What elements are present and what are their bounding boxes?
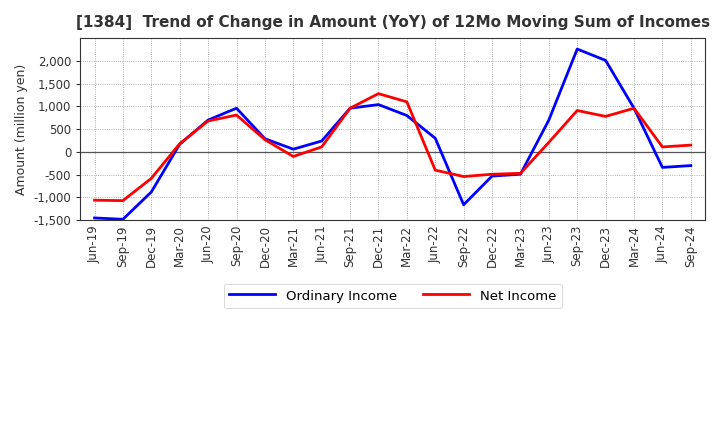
Net Income (289, 154, 297, 159)
Ordinary Income (686, 163, 695, 168)
Ordinary Income (374, 102, 383, 107)
Ordinary Income (516, 172, 525, 177)
Ordinary Income (402, 113, 411, 118)
Ordinary Income (658, 165, 667, 170)
Line: Net Income: Net Income (94, 94, 690, 201)
Net Income (459, 174, 468, 179)
Ordinary Income (147, 189, 156, 194)
Net Income (658, 144, 667, 150)
Net Income (90, 198, 99, 203)
Net Income (573, 108, 582, 113)
Net Income (487, 172, 496, 177)
Ordinary Income (204, 117, 212, 123)
Net Income (374, 91, 383, 96)
Net Income (204, 118, 212, 124)
Net Income (119, 198, 127, 203)
Title: [1384]  Trend of Change in Amount (YoY) of 12Mo Moving Sum of Incomes: [1384] Trend of Change in Amount (YoY) o… (76, 15, 710, 30)
Net Income (232, 112, 240, 117)
Ordinary Income (119, 216, 127, 222)
Legend: Ordinary Income, Net Income: Ordinary Income, Net Income (224, 283, 562, 308)
Net Income (261, 137, 269, 142)
Net Income (431, 168, 440, 173)
Ordinary Income (232, 106, 240, 111)
Ordinary Income (176, 142, 184, 147)
Net Income (402, 99, 411, 104)
Net Income (147, 176, 156, 181)
Ordinary Income (630, 106, 639, 111)
Ordinary Income (346, 106, 354, 111)
Ordinary Income (601, 58, 610, 63)
Ordinary Income (544, 117, 553, 123)
Ordinary Income (573, 46, 582, 51)
Net Income (516, 171, 525, 176)
Net Income (346, 106, 354, 111)
Net Income (176, 141, 184, 147)
Ordinary Income (90, 215, 99, 220)
Ordinary Income (261, 136, 269, 141)
Ordinary Income (431, 136, 440, 141)
Ordinary Income (459, 202, 468, 207)
Net Income (544, 140, 553, 145)
Line: Ordinary Income: Ordinary Income (94, 49, 690, 219)
Ordinary Income (318, 138, 326, 143)
Net Income (318, 144, 326, 150)
Ordinary Income (289, 147, 297, 152)
Y-axis label: Amount (million yen): Amount (million yen) (15, 63, 28, 195)
Ordinary Income (487, 173, 496, 179)
Net Income (630, 106, 639, 111)
Net Income (686, 143, 695, 148)
Net Income (601, 114, 610, 119)
